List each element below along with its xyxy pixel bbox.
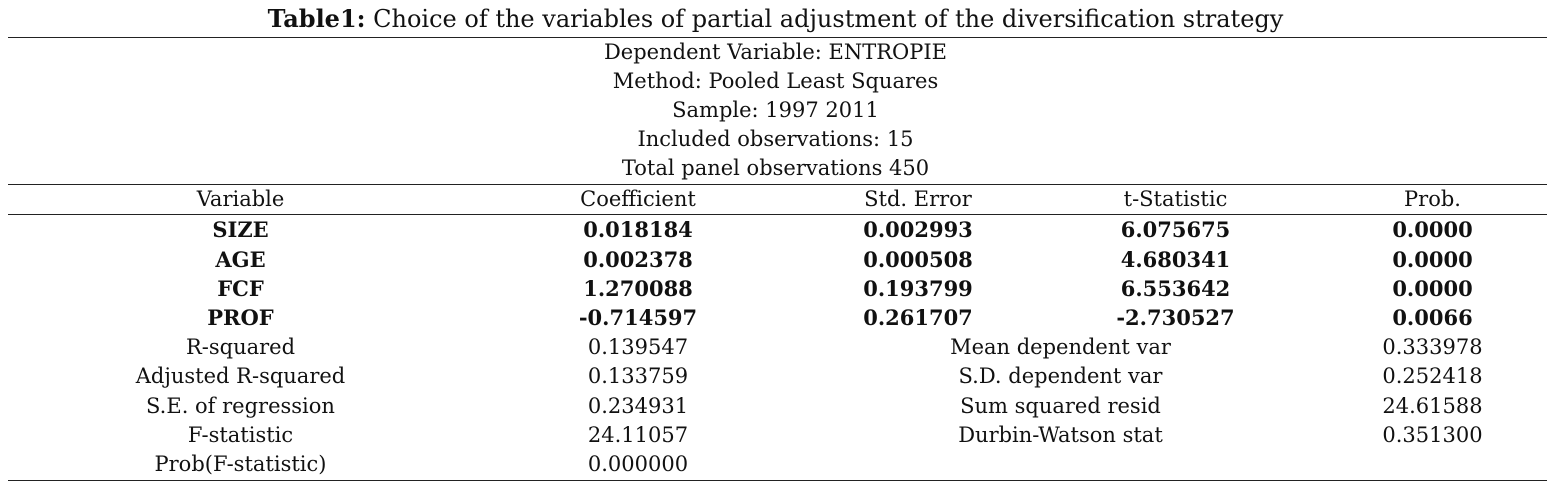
t-statistic-value: 6.553642 (1120, 275, 1231, 301)
dependent-variable-line: Dependent Variable: ENTROPIE (603, 40, 948, 64)
coefficient-value: 0.002378 (583, 246, 693, 272)
stat-value: 24.11057 (587, 422, 689, 447)
stat-label-right: Durbin-Watson stat (958, 422, 1163, 447)
table-title-number: Table1: (267, 4, 366, 33)
stat-value-right: 0.351300 (1382, 422, 1483, 447)
variable-name: AGE (215, 246, 266, 272)
included-observations-line: Included observations: 15 (637, 127, 914, 151)
stats-row: R-squared 0.139547 Mean dependent var 0.… (8, 333, 1547, 362)
stat-value: 0.000000 (473, 450, 803, 481)
table-title-text: Choice of the variables of partial adjus… (365, 5, 1284, 33)
stat-value-right: 0.333978 (1382, 334, 1483, 359)
table-row: AGE 0.002378 0.000508 4.680341 0.0000 (8, 244, 1547, 273)
column-header-variable: Variable (8, 185, 473, 215)
prob-value: 0.0000 (1392, 246, 1473, 272)
stat-value: 0.133759 (587, 364, 689, 389)
top-rule (8, 37, 1547, 38)
table-row: PROF -0.714597 0.261707 -2.730527 0.0066 (8, 303, 1547, 332)
sample-line: Sample: 1997 2011 (672, 98, 879, 122)
stat-value-right: 0.252418 (1382, 364, 1483, 389)
stat-value-right: 24.61588 (1382, 393, 1483, 418)
prob-value: 0.0000 (1392, 217, 1473, 243)
method-line: Method: Pooled Least Squares (612, 69, 939, 93)
coefficient-value: 0.018184 (583, 217, 693, 243)
regression-table: Variable Coefficient Std. Error t-Statis… (8, 185, 1547, 481)
stat-label-right (803, 450, 1318, 481)
stats-row: Prob(F-statistic) 0.000000 (8, 450, 1547, 481)
stat-value: 0.139547 (587, 334, 689, 359)
stat-label: S.E. of regression (146, 393, 335, 418)
std-error-value: 0.002993 (863, 217, 973, 243)
variable-name: SIZE (212, 217, 269, 243)
prob-value: 0.0000 (1392, 275, 1473, 301)
table-header-row: Variable Coefficient Std. Error t-Statis… (8, 185, 1547, 215)
t-statistic-value: 6.075675 (1120, 217, 1231, 243)
stat-label-right: Mean dependent var (950, 334, 1171, 359)
stat-label: Adjusted R-squared (135, 364, 346, 389)
t-statistic-value: -2.730527 (1116, 305, 1235, 331)
prob-value: 0.0066 (1392, 305, 1473, 331)
stat-value-right (1318, 450, 1547, 481)
variable-name: PROF (207, 305, 274, 331)
stats-row: F-statistic 24.11057 Durbin-Watson stat … (8, 421, 1547, 450)
stat-label-right: S.D. dependent var (958, 364, 1163, 389)
std-error-value: 0.193799 (863, 275, 973, 301)
stats-row: S.E. of regression 0.234931 Sum squared … (8, 391, 1547, 420)
column-header-prob: Prob. (1318, 185, 1547, 215)
stats-row: Adjusted R-squared 0.133759 S.D. depende… (8, 362, 1547, 391)
stat-label: F-statistic (187, 422, 294, 447)
header-top-rule (8, 184, 1547, 185)
column-header-std-error: Std. Error (803, 185, 1033, 215)
std-error-value: 0.261707 (863, 305, 973, 331)
column-header-coefficient: Coefficient (473, 185, 803, 215)
std-error-value: 0.000508 (863, 246, 973, 272)
variable-name: FCF (217, 275, 264, 301)
t-statistic-value: 4.680341 (1120, 246, 1231, 272)
table-title: Table1: Choice of the variables of parti… (0, 4, 1551, 34)
table-row: FCF 1.270088 0.193799 6.553642 0.0000 (8, 274, 1547, 303)
stat-label: Prob(F-statistic) (8, 450, 473, 481)
stat-value: 0.234931 (587, 393, 689, 418)
stat-label: R-squared (185, 334, 296, 359)
column-header-t-statistic: t-Statistic (1033, 185, 1318, 215)
coefficient-value: 1.270088 (583, 275, 693, 301)
stat-label-right: Sum squared resid (960, 393, 1161, 418)
total-panel-observations-line: Total panel observations 450 (621, 156, 930, 180)
coefficient-value: -0.714597 (578, 305, 698, 331)
table-row: SIZE 0.018184 0.002993 6.075675 0.0000 (8, 215, 1547, 245)
